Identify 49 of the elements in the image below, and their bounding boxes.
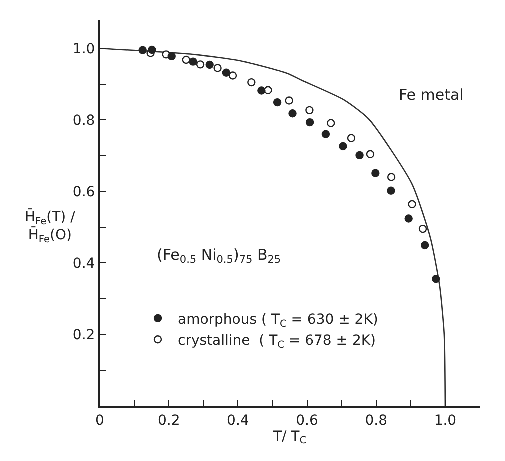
y-axis-title: H̄$_{Fe}$(T) / H̄$_{Fe}$(O) [25, 208, 76, 246]
point [432, 275, 440, 284]
point [322, 130, 330, 138]
x-tick-label: 0.2 [158, 412, 180, 429]
point [339, 142, 348, 151]
point [327, 119, 336, 128]
point [418, 224, 428, 234]
point [273, 98, 282, 107]
point [408, 200, 416, 209]
point [420, 241, 430, 250]
point [189, 58, 198, 66]
x-axis-title: T/ T$_{C}$ [272, 428, 307, 447]
point [222, 68, 231, 77]
y-tick-label: 0.4 [72, 256, 96, 272]
annotation: Fe metal [399, 86, 464, 104]
y-tick-label: 1.0 [72, 41, 96, 58]
point [356, 151, 364, 160]
legend-label: amorphous ( T$_{C}$ = 630 ± 2K) [178, 312, 378, 330]
point [288, 110, 297, 118]
x-tick-label: 0 [96, 412, 104, 429]
y-tick-label: 0.8 [72, 112, 96, 129]
x-tick-label: 0.6 [296, 412, 318, 429]
point [148, 46, 156, 54]
point [387, 173, 396, 182]
point [138, 46, 147, 54]
point [248, 78, 256, 87]
point [347, 134, 356, 142]
x-tick-label: 0.8 [365, 412, 388, 429]
point [285, 96, 294, 105]
point [306, 106, 314, 115]
point [182, 56, 190, 64]
y-tick-label: 0.2 [72, 327, 96, 344]
x-tick-label: 1.0 [434, 412, 457, 429]
point [258, 86, 266, 95]
y-tick-label: 0.6 [72, 184, 96, 200]
point [366, 150, 375, 158]
point [372, 169, 380, 178]
point [387, 186, 396, 195]
point [206, 60, 214, 70]
annotation: (Fe$_{0.5}$ Ni$_{0.5}$)$_{75}$ B$_{25}$ [157, 246, 282, 266]
legend-label: crystalline ( T$_{C}$ = 678 ± 2K) [178, 333, 376, 352]
point [214, 64, 222, 72]
point [306, 118, 314, 127]
point [404, 214, 413, 223]
point [196, 60, 205, 69]
point [168, 52, 176, 61]
x-tick-label: 0.4 [227, 412, 250, 429]
point [264, 86, 272, 95]
point [228, 72, 238, 80]
